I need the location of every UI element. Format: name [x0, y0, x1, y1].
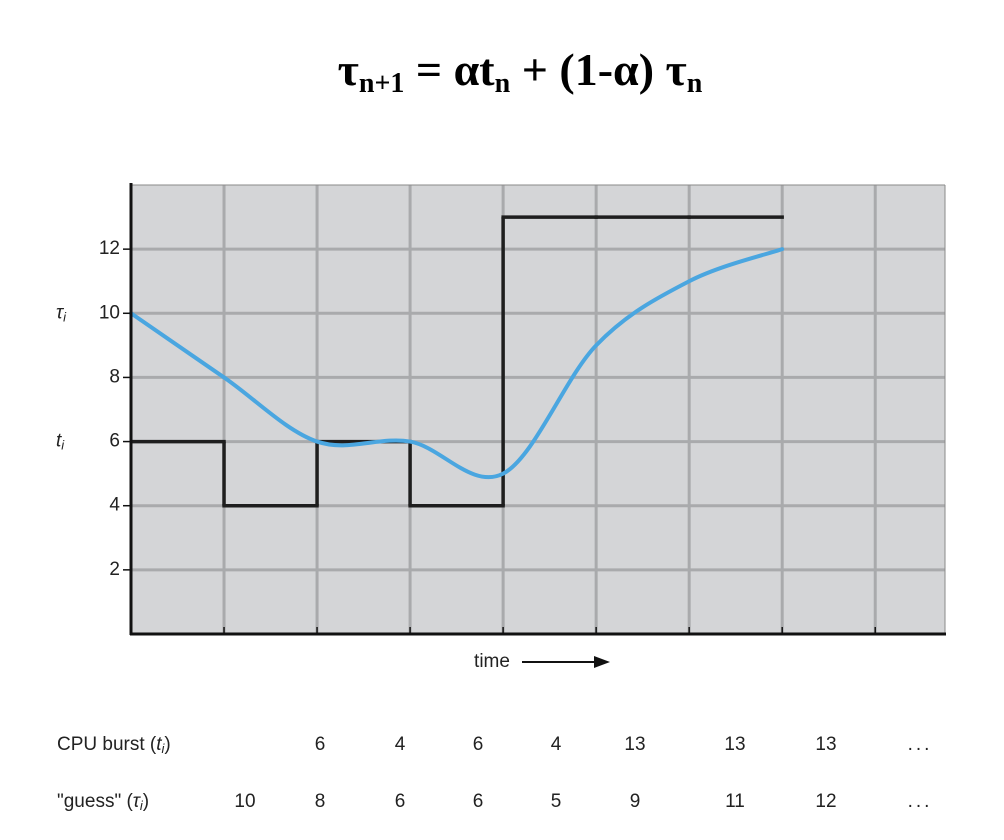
symbol-variable: t: [56, 431, 62, 452]
y-tick-label: 6: [109, 431, 120, 452]
guess-curve: [129, 247, 785, 480]
series-symbol: τi: [56, 302, 67, 324]
table-value: 13: [724, 734, 745, 755]
table-value: 12: [815, 791, 836, 812]
table-value: 4: [395, 734, 406, 755]
formula-part: + (1-α) τ: [510, 44, 687, 95]
table-ellipsis: ...: [908, 734, 933, 755]
table-value: 6: [473, 791, 484, 812]
symbol-variable: τ: [56, 302, 65, 323]
table-value: 6: [395, 791, 406, 812]
formula-subscript: n: [495, 68, 511, 99]
symbol-subscript: i: [140, 798, 144, 813]
symbol-subscript: i: [162, 741, 166, 756]
formula-subscript: n: [687, 68, 703, 99]
table-value: 5: [551, 791, 562, 812]
row-label-text: CPU burst (: [57, 734, 157, 755]
y-tick-label: 10: [99, 302, 120, 323]
y-tick-label: 2: [109, 559, 120, 580]
table-value: 4: [551, 734, 562, 755]
symbol-variable: t: [156, 734, 162, 755]
y-tick-label: 4: [109, 495, 120, 516]
plot-area: [131, 185, 945, 634]
formula-part: τ: [338, 44, 359, 95]
table-value: 11: [725, 791, 745, 812]
row-label: CPU burst (ti): [57, 734, 171, 756]
table-value: 10: [234, 791, 255, 812]
y-tick-label: 12: [99, 238, 120, 259]
formula-subscript: n+1: [359, 68, 405, 99]
formula-title: τn+1 = αtn + (1-α) τn: [338, 44, 703, 100]
table-value: 6: [473, 734, 484, 755]
table-ellipsis: ...: [908, 791, 933, 812]
row-label: "guess" (τi): [57, 791, 149, 813]
table-value: 13: [815, 734, 836, 755]
x-axis-label: time: [474, 651, 510, 672]
table-value: 13: [624, 734, 645, 755]
symbol-variable: τ: [133, 791, 142, 812]
series-symbol: ti: [56, 431, 65, 453]
table-value: 8: [315, 791, 326, 812]
table-value: 6: [315, 734, 326, 755]
time-arrowhead: [594, 656, 610, 668]
symbol-subscript: i: [63, 310, 67, 325]
y-tick-label: 8: [109, 366, 120, 387]
row-label-text: ): [143, 791, 149, 812]
row-label-text: "guess" (: [57, 791, 133, 812]
formula-part: = αt: [404, 44, 495, 95]
row-label-text: ): [164, 734, 170, 755]
symbol-subscript: i: [61, 438, 65, 453]
table-value: 9: [630, 791, 641, 812]
